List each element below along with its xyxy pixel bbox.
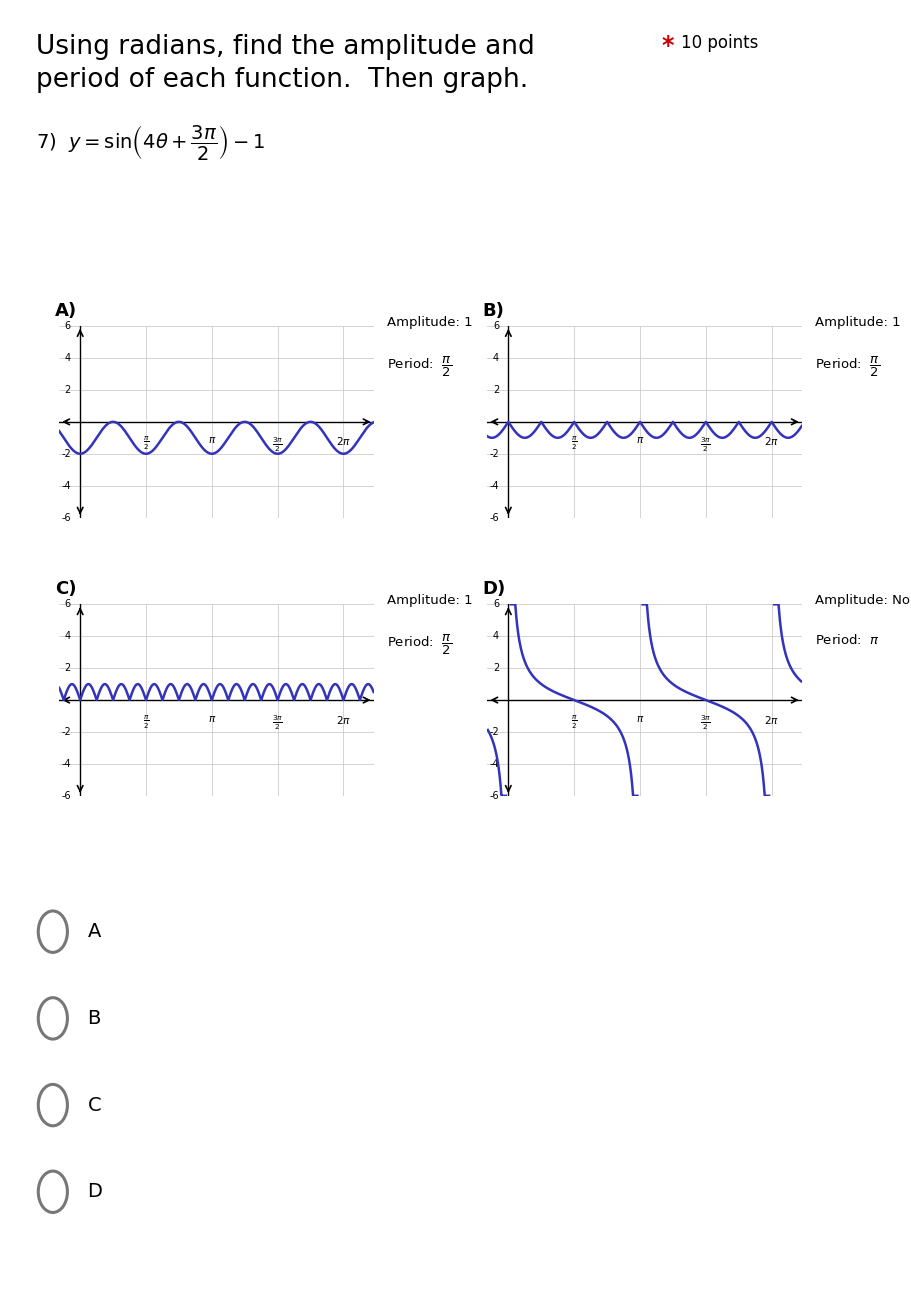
Text: $2\pi$: $2\pi$ — [764, 435, 779, 448]
Text: C): C) — [55, 580, 77, 598]
Text: *: * — [661, 34, 674, 58]
Text: -6: -6 — [489, 791, 499, 801]
Text: Period:  $\dfrac{\pi}{2}$: Period: $\dfrac{\pi}{2}$ — [815, 355, 880, 379]
Text: $\pi$: $\pi$ — [208, 435, 216, 445]
Text: $\frac{\pi}{2}$: $\frac{\pi}{2}$ — [571, 435, 578, 453]
Text: 2: 2 — [493, 663, 499, 673]
Text: $2\pi$: $2\pi$ — [764, 713, 779, 726]
Text: $\pi$: $\pi$ — [208, 713, 216, 723]
Text: 4: 4 — [65, 353, 71, 364]
Text: -2: -2 — [489, 449, 499, 459]
Text: $\frac{\pi}{2}$: $\frac{\pi}{2}$ — [143, 435, 149, 453]
Text: A: A — [87, 923, 101, 941]
Text: Amplitude: 1: Amplitude: 1 — [387, 594, 473, 607]
Text: -4: -4 — [61, 758, 71, 769]
Text: Period:  $\dfrac{\pi}{2}$: Period: $\dfrac{\pi}{2}$ — [387, 633, 452, 657]
Text: -2: -2 — [61, 449, 71, 459]
Text: 6: 6 — [65, 321, 71, 331]
Text: A): A) — [55, 302, 77, 320]
Text: $\frac{\pi}{2}$: $\frac{\pi}{2}$ — [143, 713, 149, 731]
Text: -4: -4 — [489, 480, 499, 490]
Text: $\frac{3\pi}{2}$: $\frac{3\pi}{2}$ — [272, 435, 283, 454]
Text: 6: 6 — [493, 599, 499, 609]
Text: $\pi$: $\pi$ — [636, 713, 644, 723]
Text: -2: -2 — [489, 727, 499, 738]
Text: $\pi$: $\pi$ — [636, 435, 644, 445]
Text: Using radians, find the amplitude and: Using radians, find the amplitude and — [36, 34, 535, 60]
Text: 4: 4 — [493, 353, 499, 364]
Text: 10 points: 10 points — [681, 34, 759, 52]
Text: 6: 6 — [493, 321, 499, 331]
Text: Amplitude: None: Amplitude: None — [815, 594, 911, 607]
Text: -2: -2 — [61, 727, 71, 738]
Text: 4: 4 — [493, 631, 499, 642]
Text: -6: -6 — [489, 512, 499, 523]
Text: D): D) — [483, 580, 507, 598]
Text: $2\pi$: $2\pi$ — [336, 713, 351, 726]
Text: period of each function.  Then graph.: period of each function. Then graph. — [36, 67, 528, 93]
Text: $2\pi$: $2\pi$ — [336, 435, 351, 448]
Text: $\frac{3\pi}{2}$: $\frac{3\pi}{2}$ — [701, 435, 711, 454]
Text: Period:  $\dfrac{\pi}{2}$: Period: $\dfrac{\pi}{2}$ — [387, 355, 452, 379]
Text: -6: -6 — [61, 791, 71, 801]
Text: Period:  $\pi$: Period: $\pi$ — [815, 633, 880, 647]
Text: -4: -4 — [489, 758, 499, 769]
Text: $\frac{3\pi}{2}$: $\frac{3\pi}{2}$ — [272, 713, 283, 732]
Text: 6: 6 — [65, 599, 71, 609]
Text: 4: 4 — [65, 631, 71, 642]
Text: B: B — [87, 1009, 101, 1027]
Text: Amplitude: 1: Amplitude: 1 — [815, 316, 901, 329]
Text: C: C — [87, 1096, 101, 1114]
Text: 2: 2 — [493, 384, 499, 395]
Text: -4: -4 — [61, 480, 71, 490]
Text: 2: 2 — [65, 384, 71, 395]
Text: Amplitude: 1: Amplitude: 1 — [387, 316, 473, 329]
Text: 7)  $y = \sin\!\left(4\theta + \dfrac{3\pi}{2}\right) - 1$: 7) $y = \sin\!\left(4\theta + \dfrac{3\p… — [36, 123, 266, 162]
Text: -6: -6 — [61, 512, 71, 523]
Text: D: D — [87, 1183, 102, 1201]
Text: $\frac{\pi}{2}$: $\frac{\pi}{2}$ — [571, 713, 578, 731]
Text: $\frac{3\pi}{2}$: $\frac{3\pi}{2}$ — [701, 713, 711, 732]
Text: 2: 2 — [65, 663, 71, 673]
Text: B): B) — [483, 302, 505, 320]
